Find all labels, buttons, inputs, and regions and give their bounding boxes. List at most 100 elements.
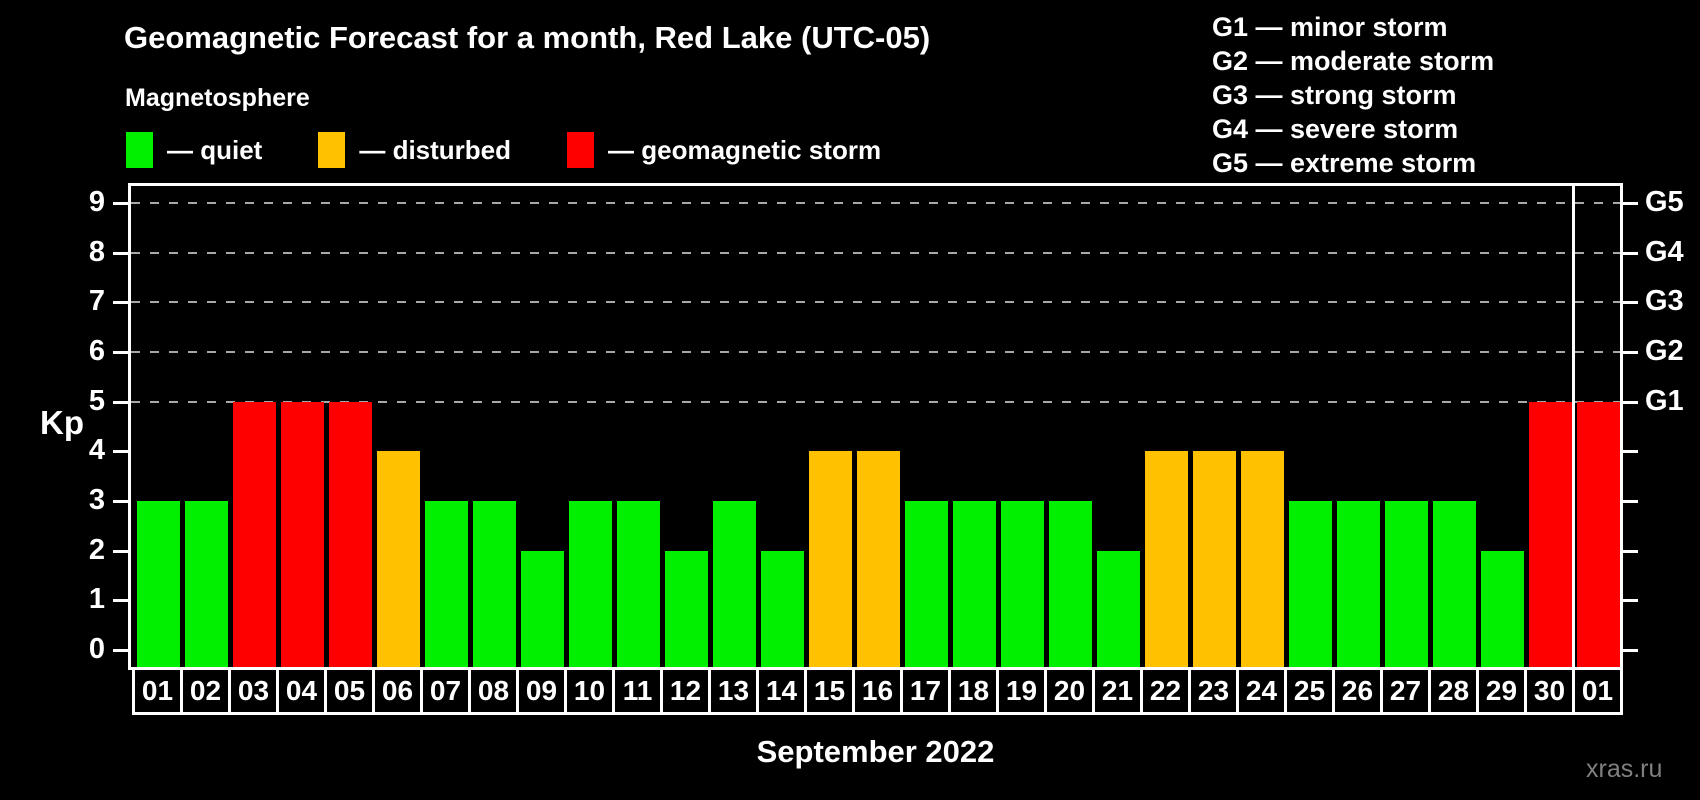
y-tick-label: 8 — [88, 235, 105, 268]
day-label-cell: 27 — [1380, 667, 1428, 715]
y-tick-label: 4 — [88, 434, 105, 467]
day-label-cell: 06 — [372, 667, 420, 715]
y-tick-label: 3 — [88, 483, 105, 516]
chart-title: Geomagnetic Forecast for a month, Red La… — [124, 20, 931, 55]
kp-bar-day-16 — [857, 451, 900, 667]
kp-bar-day-14 — [761, 551, 804, 667]
day-label-cell: 02 — [180, 667, 228, 715]
kp-bar-day-19 — [1001, 501, 1044, 667]
day-label-cell: 16 — [852, 667, 900, 715]
kp-bar-day-29 — [1481, 551, 1524, 667]
kp-bar-day-05 — [329, 402, 372, 667]
kp-bar-day-30 — [1529, 402, 1572, 667]
disturbed-swatch — [318, 132, 346, 168]
kp-bar-day-04 — [281, 402, 324, 667]
storm-swatch — [567, 132, 595, 168]
y-tick-label: 6 — [88, 334, 105, 367]
right-axis-tick — [1623, 499, 1638, 503]
kp-bar-day-11 — [617, 501, 660, 667]
kp-bar-day-09 — [521, 551, 564, 667]
y-axis-tick — [113, 400, 128, 404]
day-label-cell: 09 — [516, 667, 564, 715]
g-legend-line: G2 — moderate storm — [1212, 46, 1495, 76]
kp-bar-day-25 — [1289, 501, 1332, 667]
legend-item-label: — geomagnetic storm — [608, 134, 882, 165]
legend-item-label: — disturbed — [359, 134, 512, 165]
day-label-cell: 17 — [900, 667, 948, 715]
gridline — [131, 400, 1620, 403]
kp-bar-day-27 — [1385, 501, 1428, 667]
kp-bar-day-22 — [1145, 451, 1188, 667]
g-axis-label: G1 — [1645, 384, 1684, 417]
kp-bar-day-24 — [1241, 451, 1284, 667]
kp-bar-day-01 — [137, 501, 180, 667]
day-label-cell: 25 — [1284, 667, 1332, 715]
y-axis-tick — [113, 251, 128, 255]
g-legend-line: G1 — minor storm — [1212, 12, 1448, 42]
y-tick-label: 9 — [88, 185, 105, 218]
day-label-cell: 05 — [324, 667, 372, 715]
y-axis-tick — [113, 450, 128, 454]
gridline — [131, 350, 1620, 353]
kp-bar-day-13 — [713, 501, 756, 667]
watermark: xras.ru — [1586, 755, 1663, 783]
kp-bar-day-08 — [473, 501, 516, 667]
y-tick-label: 2 — [88, 533, 105, 566]
legend-item-storm: — geomagnetic storm — [567, 132, 881, 168]
kp-bar-day-23 — [1193, 451, 1236, 667]
g-legend-line: G4 — severe storm — [1212, 114, 1459, 144]
month-separator-line — [1572, 183, 1575, 667]
x-axis-title: September 2022 — [756, 734, 995, 769]
kp-bar-day-02 — [185, 501, 228, 667]
g-axis-label: G5 — [1645, 185, 1684, 218]
day-label-cell: 18 — [948, 667, 996, 715]
g-scale-legend: G1 — minor storm G2 — moderate storm G3 — … — [1212, 10, 1494, 180]
y-tick-label: 0 — [88, 633, 105, 665]
day-label-cell: 22 — [1140, 667, 1188, 715]
magnetosphere-legend: — quiet — disturbed — geomagnetic storm — [126, 131, 881, 169]
y-axis-tick — [113, 499, 128, 503]
right-axis-tick — [1623, 400, 1638, 404]
y-axis-tick — [113, 350, 128, 354]
g-axis-label: G3 — [1645, 285, 1684, 318]
day-label-cell: 30 — [1524, 667, 1572, 715]
g-axis-label: G2 — [1645, 334, 1684, 367]
y-axis-title: Kp — [40, 404, 84, 441]
gridline — [131, 201, 1620, 204]
kp-bar-day-07 — [425, 501, 468, 667]
y-tick-label: 5 — [88, 384, 105, 417]
right-axis-tick — [1623, 450, 1638, 454]
kp-bar-day-28 — [1433, 501, 1476, 667]
y-tick-label: 7 — [88, 285, 105, 318]
day-label-cell: 01 — [1572, 667, 1623, 715]
kp-bar-day-21 — [1097, 551, 1140, 667]
y-axis-tick — [113, 201, 128, 205]
day-label-cell: 21 — [1092, 667, 1140, 715]
right-axis-tick — [1623, 251, 1638, 255]
day-label-cell: 01 — [132, 667, 180, 715]
day-label-cell: 26 — [1332, 667, 1380, 715]
kp-bar-day-26 — [1337, 501, 1380, 667]
kp-bar-day-10 — [569, 501, 612, 667]
day-label-cell: 29 — [1476, 667, 1524, 715]
day-label-cell: 04 — [276, 667, 324, 715]
right-axis-tick — [1623, 549, 1638, 553]
right-axis-tick — [1623, 649, 1638, 652]
g-legend-line: G5 — extreme storm — [1212, 148, 1477, 178]
day-label-cell: 08 — [468, 667, 516, 715]
day-label-cell: 20 — [1044, 667, 1092, 715]
day-label-cell: 24 — [1236, 667, 1284, 715]
day-label-cell: 19 — [996, 667, 1044, 715]
right-axis-tick — [1623, 599, 1638, 603]
day-label-cell: 28 — [1428, 667, 1476, 715]
legend-item-label: — quiet — [167, 134, 263, 165]
legend-title: Magnetosphere — [125, 84, 310, 112]
kp-bar-day-12 — [665, 551, 708, 667]
day-label-cell: 15 — [804, 667, 852, 715]
right-axis-tick — [1623, 350, 1638, 354]
gridline — [131, 301, 1620, 304]
day-label-cell: 07 — [420, 667, 468, 715]
gridline — [131, 251, 1620, 254]
g-axis-label: G4 — [1645, 235, 1684, 268]
